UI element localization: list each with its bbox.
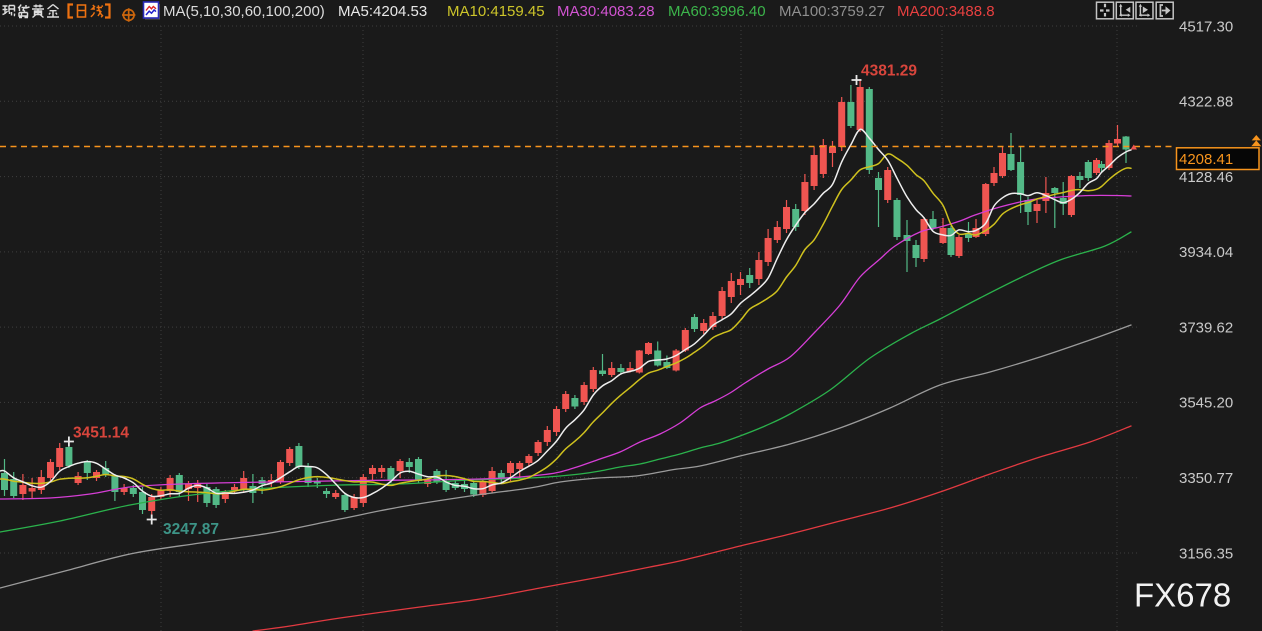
- svg-text:FX678: FX678: [1134, 577, 1231, 614]
- svg-text:MA10:4159.45: MA10:4159.45: [447, 3, 545, 20]
- svg-text:4381.29: 4381.29: [861, 63, 917, 80]
- svg-text:3451.14: 3451.14: [73, 425, 129, 442]
- svg-text:3247.87: 3247.87: [163, 521, 219, 538]
- svg-text:MA(5,10,30,60,100,200): MA(5,10,30,60,100,200): [163, 3, 325, 20]
- svg-text:3350.77: 3350.77: [1179, 470, 1233, 487]
- svg-text:3739.62: 3739.62: [1179, 319, 1233, 336]
- svg-text:3934.04: 3934.04: [1179, 244, 1233, 261]
- svg-text:MA60:3996.40: MA60:3996.40: [668, 3, 766, 20]
- svg-text:4128.46: 4128.46: [1179, 169, 1233, 186]
- svg-text:MA30:4083.28: MA30:4083.28: [557, 3, 655, 20]
- svg-text:4322.88: 4322.88: [1179, 94, 1233, 111]
- svg-text:MA100:3759.27: MA100:3759.27: [779, 3, 885, 20]
- svg-text:4208.41: 4208.41: [1179, 151, 1233, 168]
- svg-text:4517.30: 4517.30: [1179, 18, 1233, 35]
- svg-text:MA5:4204.53: MA5:4204.53: [338, 3, 427, 20]
- svg-text:3156.35: 3156.35: [1179, 545, 1233, 562]
- svg-text:3545.20: 3545.20: [1179, 395, 1233, 412]
- svg-text:MA200:3488.8: MA200:3488.8: [897, 3, 995, 20]
